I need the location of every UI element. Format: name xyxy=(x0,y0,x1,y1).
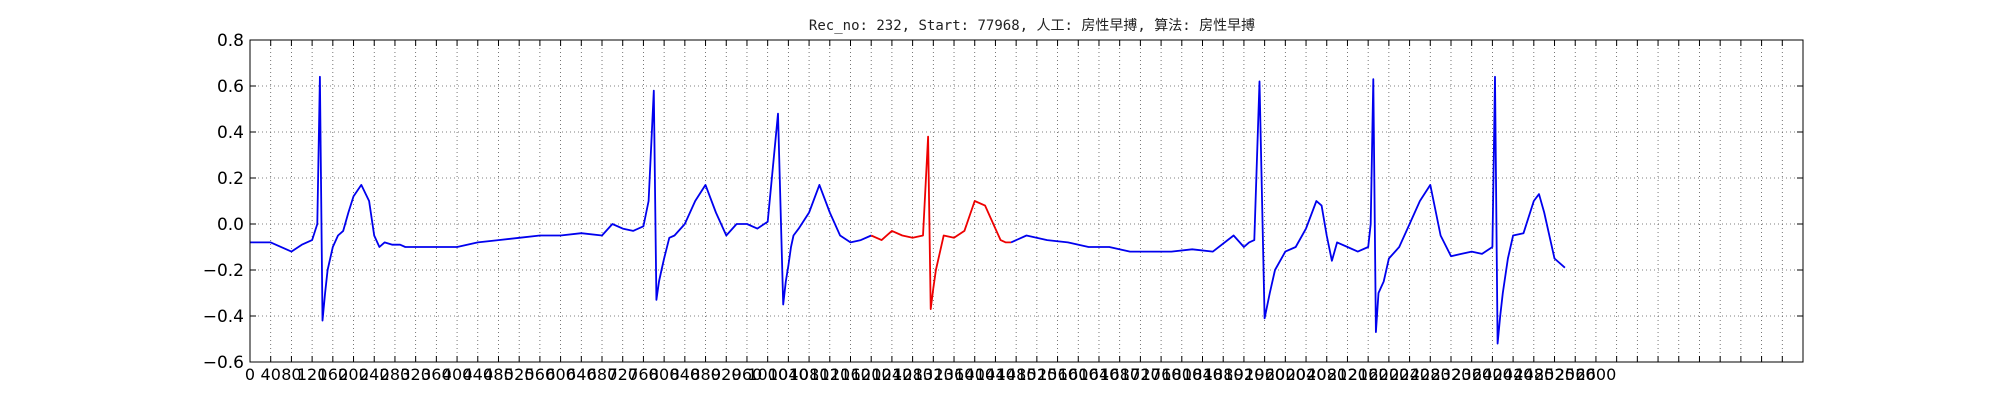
x-tick-label: 2440 xyxy=(1493,365,1534,384)
x-tick-label: 320 xyxy=(400,365,431,384)
x-tick-label: 2600 xyxy=(1576,365,1617,384)
x-tick-label: 80 xyxy=(281,365,301,384)
x-tick-label: 880 xyxy=(690,365,721,384)
x-tick-label: 640 xyxy=(566,365,597,384)
x-tick-label: 2320 xyxy=(1431,365,1472,384)
x-tick-label: 720 xyxy=(607,365,638,384)
x-tick-label: 1680 xyxy=(1099,365,1140,384)
x-tick-label: 160 xyxy=(318,365,349,384)
x-tick-label: 2080 xyxy=(1306,365,1347,384)
y-tick-label: 0.0 xyxy=(217,215,244,235)
y-tick-label: −0.6 xyxy=(203,353,244,373)
x-tick-label: 1240 xyxy=(872,365,913,384)
x-tick-label: 1280 xyxy=(892,365,933,384)
x-tick-label: 1200 xyxy=(851,365,892,384)
x-tick-label: 2520 xyxy=(1534,365,1575,384)
x-tick-label: 2160 xyxy=(1348,365,1389,384)
y-tick-label: 0.8 xyxy=(217,31,244,51)
x-tick-label: 1760 xyxy=(1141,365,1182,384)
y-tick-label: 0.4 xyxy=(217,123,244,143)
series-line-1 xyxy=(250,75,872,322)
x-tick-label: 1600 xyxy=(1058,365,1099,384)
series-group xyxy=(250,75,1566,345)
x-tick-label: 400 xyxy=(442,365,473,384)
series-line-2 xyxy=(870,135,1011,311)
x-tick-label: 1920 xyxy=(1224,365,1265,384)
x-tick-label: 2000 xyxy=(1265,365,1306,384)
x-tick-label: 1880 xyxy=(1203,365,1244,384)
x-tick-label: 1640 xyxy=(1079,365,1120,384)
x-tick-label: 1360 xyxy=(934,365,975,384)
y-tick-label: −0.2 xyxy=(203,261,244,281)
x-tick-label: 1480 xyxy=(996,365,1037,384)
series-line-3 xyxy=(1010,75,1566,345)
x-tick-label: 200 xyxy=(338,365,369,384)
x-tick-label: 440 xyxy=(462,365,493,384)
x-tick-label: 1040 xyxy=(768,365,809,384)
x-tick-label: 1800 xyxy=(1161,365,1202,384)
x-axis: 0 40 8012016020024028032036040044048052056… xyxy=(245,40,1804,384)
chart-title: Rec_no: 232, Start: 77968, 人工: 房性早搏, 算法:… xyxy=(809,17,1255,34)
x-tick-label: 1160 xyxy=(830,365,871,384)
x-tick-label: 2480 xyxy=(1513,365,1554,384)
x-tick-label: 1520 xyxy=(1016,365,1057,384)
x-tick-label: 760 xyxy=(628,365,659,384)
x-tick-label: 1440 xyxy=(975,365,1016,384)
x-tick-label: 480 xyxy=(483,365,514,384)
x-tick-label: 360 xyxy=(421,365,452,384)
x-tick-label: 240 xyxy=(359,365,390,384)
x-tick-label: 2120 xyxy=(1327,365,1368,384)
x-tick-label: 1000 xyxy=(747,365,788,384)
x-tick-label: 1320 xyxy=(913,365,954,384)
x-tick-label: 2400 xyxy=(1472,365,1513,384)
x-tick-label: 1840 xyxy=(1182,365,1223,384)
x-tick-label: 680 xyxy=(587,365,618,384)
y-tick-label: 0.2 xyxy=(217,169,244,189)
x-tick-label: 1960 xyxy=(1244,365,1285,384)
x-tick-label: 1080 xyxy=(789,365,830,384)
x-tick-label: 1120 xyxy=(809,365,850,384)
x-tick-label: 2360 xyxy=(1451,365,1492,384)
plot-frame xyxy=(249,39,1804,363)
x-tick-label: 2560 xyxy=(1555,365,1596,384)
x-tick-label: 40 xyxy=(261,365,281,384)
x-tick-label: 2040 xyxy=(1286,365,1327,384)
y-axis: −0.6 −0.4 −0.2 0.0 0.2 0.4 0.6 0.8 xyxy=(203,31,1803,373)
y-tick-label: −0.4 xyxy=(203,307,244,327)
x-tick-label: 1720 xyxy=(1120,365,1161,384)
x-tick-label: 960 xyxy=(732,365,763,384)
x-tick-label: 560 xyxy=(525,365,556,384)
x-tick-label: 1560 xyxy=(1037,365,1078,384)
x-tick-label: 2240 xyxy=(1389,365,1430,384)
x-tick-label: 600 xyxy=(545,365,576,384)
x-tick-label: 840 xyxy=(670,365,701,384)
x-tick-label: 0 xyxy=(245,365,255,384)
x-tick-label: 800 xyxy=(649,365,680,384)
x-tick-label: 120 xyxy=(297,365,328,384)
x-tick-label: 2200 xyxy=(1369,365,1410,384)
y-tick-label: 0.6 xyxy=(217,77,244,97)
x-tick-label: 920 xyxy=(711,365,742,384)
x-tick-label: 1400 xyxy=(954,365,995,384)
x-tick-label: 2280 xyxy=(1410,365,1451,384)
x-tick-label: 280 xyxy=(380,365,411,384)
grid-lines xyxy=(250,40,1803,362)
x-tick-label: 520 xyxy=(504,365,535,384)
